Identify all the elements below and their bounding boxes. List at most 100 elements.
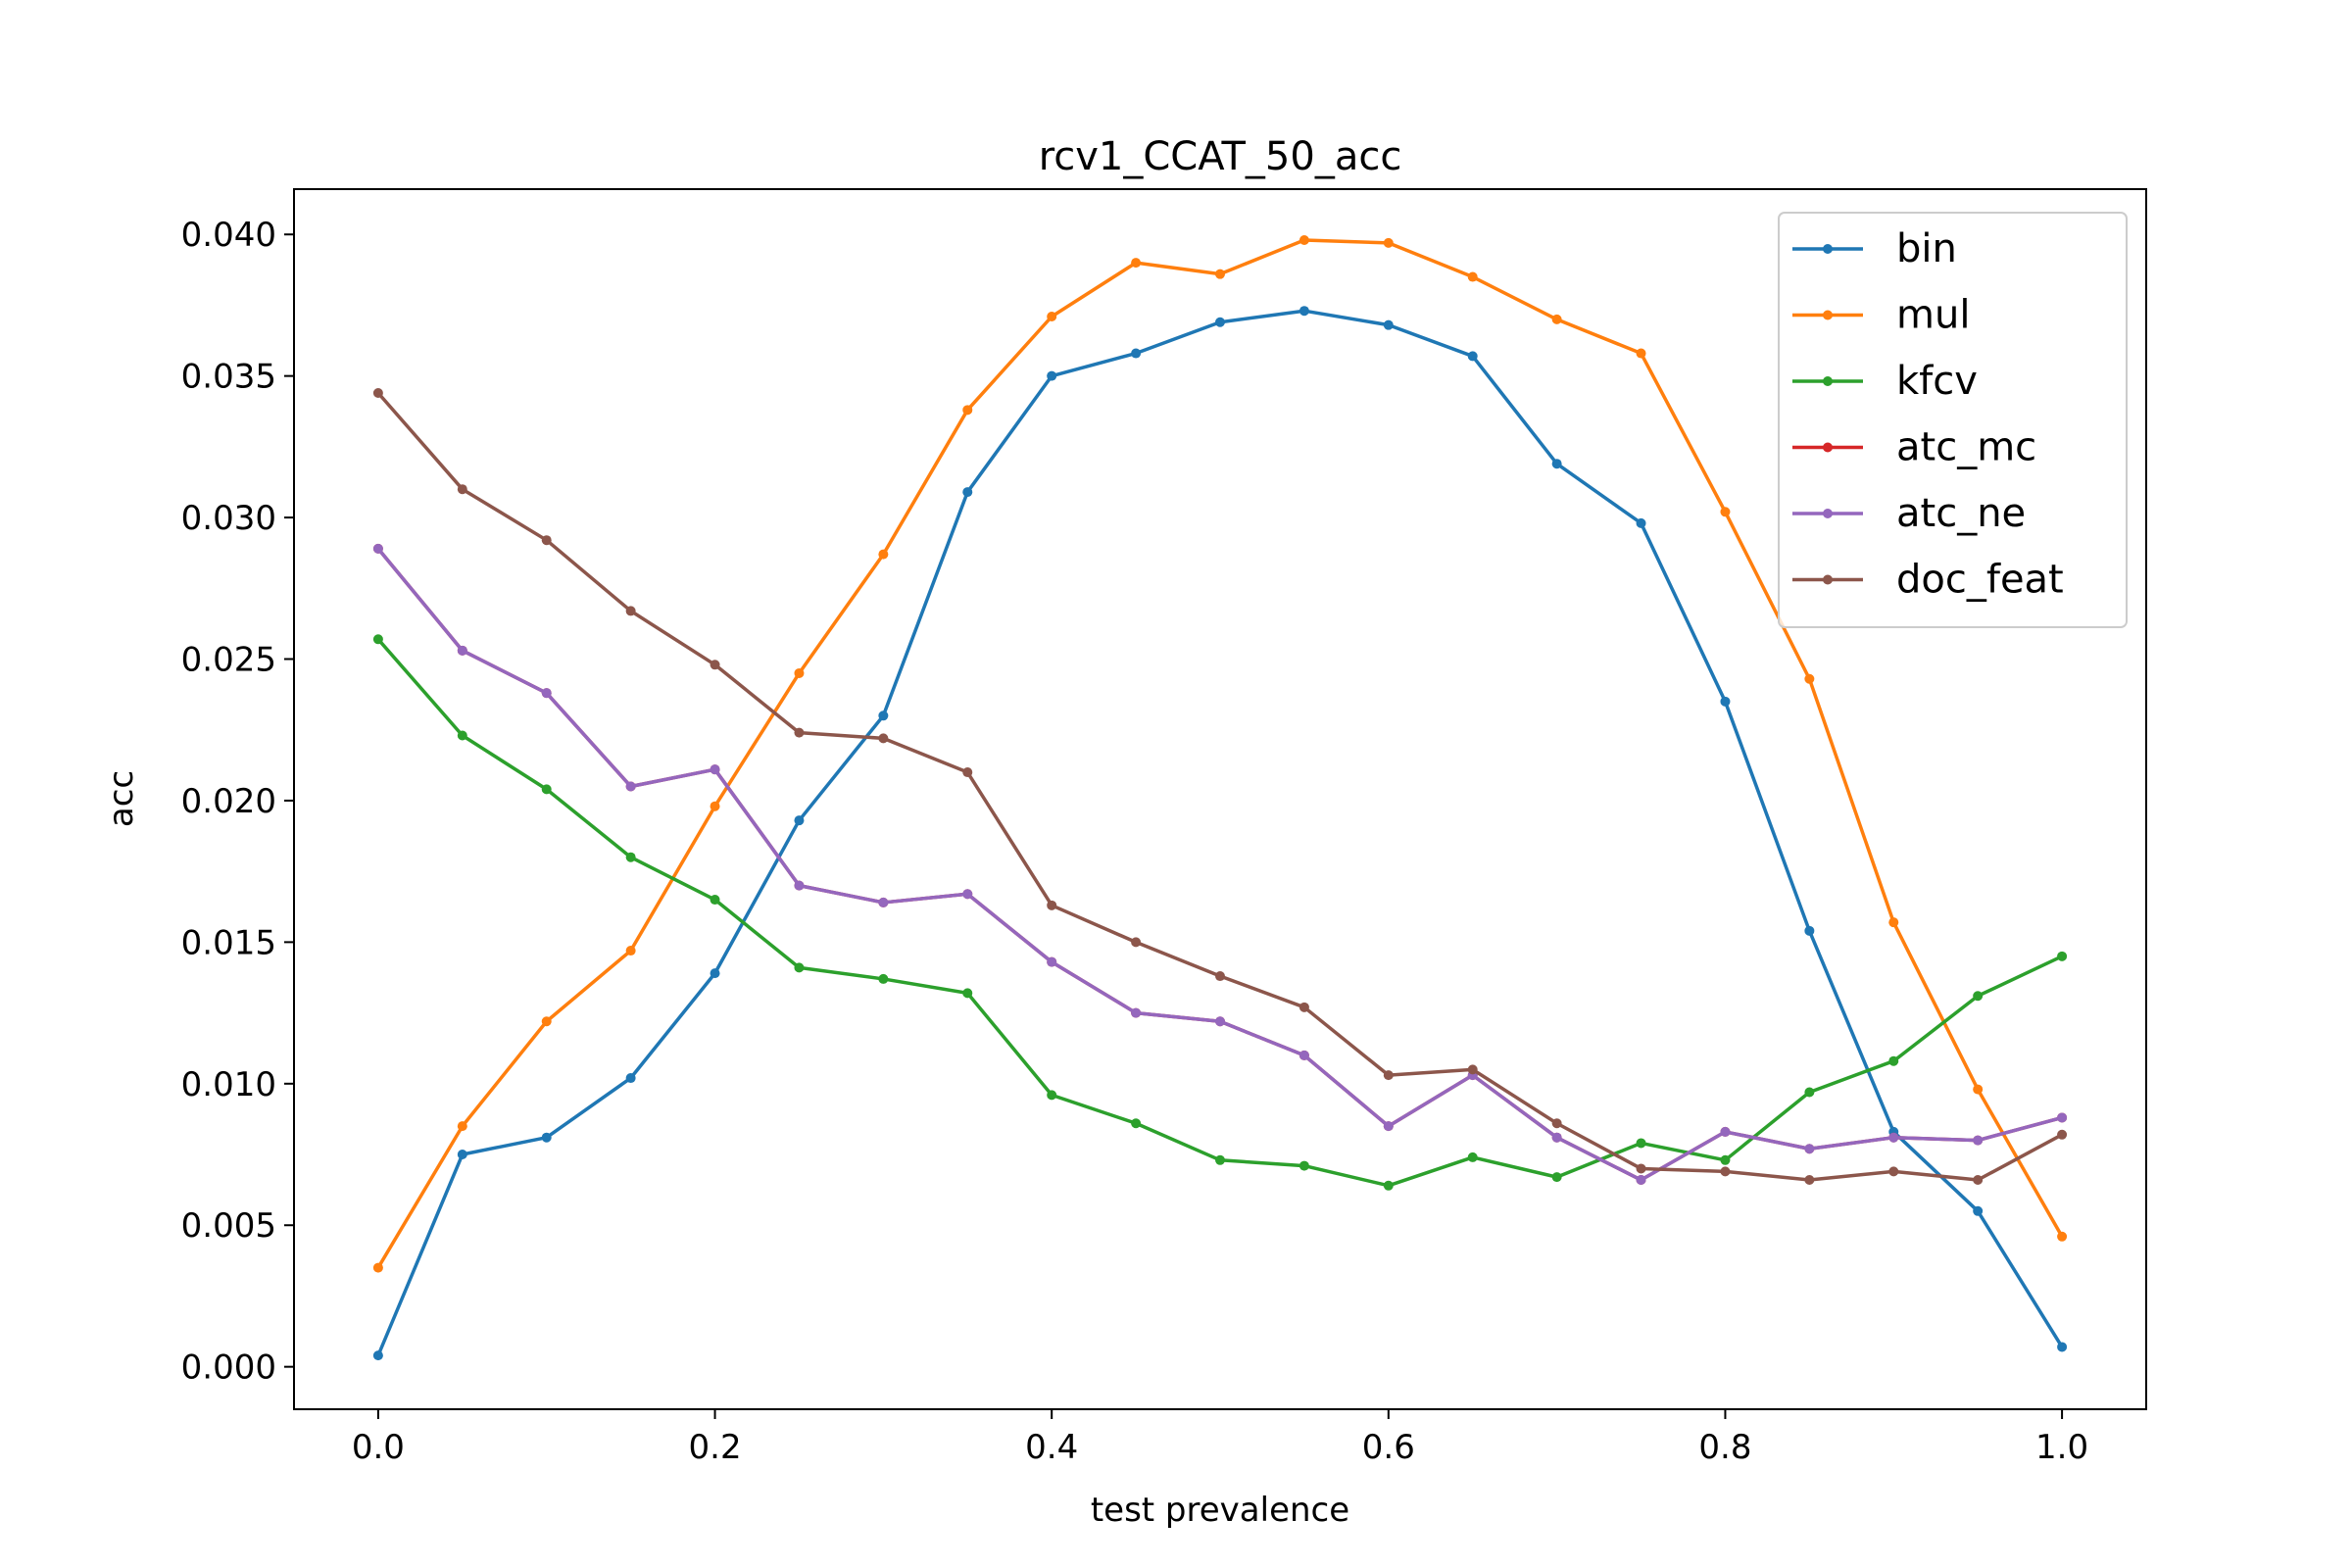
data-point [1973, 1175, 1984, 1186]
data-point [1636, 348, 1646, 359]
legend-label: kfcv [1896, 359, 1978, 404]
data-point [2057, 1231, 2068, 1242]
legend-label: atc_mc [1896, 425, 2036, 470]
data-point [1720, 507, 1731, 517]
data-point [710, 895, 720, 906]
data-point [1804, 1175, 1815, 1186]
data-point [1047, 956, 1057, 967]
data-point [794, 962, 805, 973]
data-point [1888, 917, 1899, 928]
chart-title: rcv1_CCAT_50_acc [1039, 134, 1402, 179]
data-point [1383, 237, 1394, 248]
data-point [1551, 1118, 1562, 1129]
data-point [625, 946, 636, 956]
data-point [1636, 1163, 1646, 1174]
y-axis: 0.000 0.005 0.010 0.015 0.020 0.025 0.030 0.035… [181, 216, 294, 1388]
data-point [1804, 1144, 1815, 1154]
legend-marker [1823, 442, 1833, 453]
series-bin [372, 306, 2068, 1361]
data-point [1804, 925, 1815, 936]
data-point [878, 897, 889, 907]
data-point [1047, 311, 1057, 321]
legend-marker [1823, 509, 1833, 518]
data-point [457, 1150, 467, 1160]
data-point [1298, 1002, 1309, 1012]
data-point [1383, 1070, 1394, 1081]
data-point [372, 1350, 383, 1361]
data-point [1047, 1090, 1057, 1101]
y-tick-label: 0.010 [181, 1065, 276, 1104]
data-point [1467, 271, 1478, 282]
legend-item: kfcv [1792, 359, 1978, 404]
data-point [625, 781, 636, 792]
data-point [1131, 348, 1142, 359]
data-point [710, 968, 720, 979]
data-point [457, 1121, 467, 1132]
data-point [1551, 1132, 1562, 1143]
data-point [1973, 1205, 1984, 1216]
y-tick-label: 0.000 [181, 1348, 276, 1388]
data-point [710, 801, 720, 811]
plot-area [293, 188, 2147, 1410]
data-point [1298, 1160, 1309, 1171]
series-kfcv [372, 634, 2068, 1191]
legend-label: doc_feat [1896, 558, 2064, 603]
data-point [1298, 1050, 1309, 1060]
y-tick-label: 0.040 [181, 216, 276, 255]
data-point [878, 733, 889, 744]
data-point [1467, 1152, 1478, 1162]
data-point [541, 1016, 552, 1027]
data-point [457, 645, 467, 656]
data-point [1383, 1180, 1394, 1191]
y-tick-label: 0.025 [181, 641, 276, 680]
data-point [1215, 1154, 1225, 1165]
data-point [1131, 258, 1142, 269]
legend-marker [1823, 376, 1833, 386]
data-point [1383, 1121, 1394, 1132]
data-point [1298, 306, 1309, 317]
y-tick-label: 0.020 [181, 782, 276, 821]
data-point [1973, 1135, 1984, 1146]
data-point [541, 1132, 552, 1143]
data-point [541, 784, 552, 795]
x-tick-label: 0.0 [352, 1428, 405, 1467]
data-point [1888, 1055, 1899, 1066]
data-point [372, 634, 383, 645]
legend-box [1778, 212, 2128, 628]
data-point [1383, 319, 1394, 330]
legend-marker [1823, 574, 1833, 585]
data-point [372, 543, 383, 554]
series-doc_feat [372, 387, 2068, 1186]
data-point [1973, 991, 1984, 1002]
data-point [1888, 1132, 1899, 1143]
data-point [878, 710, 889, 721]
data-point [962, 889, 973, 900]
data-point [625, 606, 636, 616]
legend: bin mul kfcv atc_mc atc_ne doc_feat [1778, 212, 2128, 628]
data-point [372, 1262, 383, 1273]
data-point [710, 764, 720, 775]
data-point [625, 852, 636, 862]
data-point [1804, 673, 1815, 684]
data-point [1215, 1016, 1225, 1027]
data-point [372, 387, 383, 398]
data-point [1720, 1154, 1731, 1165]
x-tick-label: 0.6 [1362, 1428, 1415, 1467]
y-tick-label: 0.015 [181, 923, 276, 962]
legend-label: mul [1896, 293, 1970, 338]
data-point [1215, 971, 1225, 982]
data-point [1047, 370, 1057, 381]
data-point [1215, 269, 1225, 279]
data-point [794, 815, 805, 826]
y-tick-label: 0.035 [181, 358, 276, 397]
data-point [1467, 351, 1478, 362]
data-point [2057, 951, 2068, 961]
data-point [2057, 1129, 2068, 1140]
x-tick-label: 0.4 [1025, 1428, 1078, 1467]
data-point [457, 484, 467, 495]
data-point [710, 660, 720, 670]
data-point [1131, 1118, 1142, 1129]
legend-marker [1823, 244, 1833, 254]
data-point [541, 688, 552, 699]
